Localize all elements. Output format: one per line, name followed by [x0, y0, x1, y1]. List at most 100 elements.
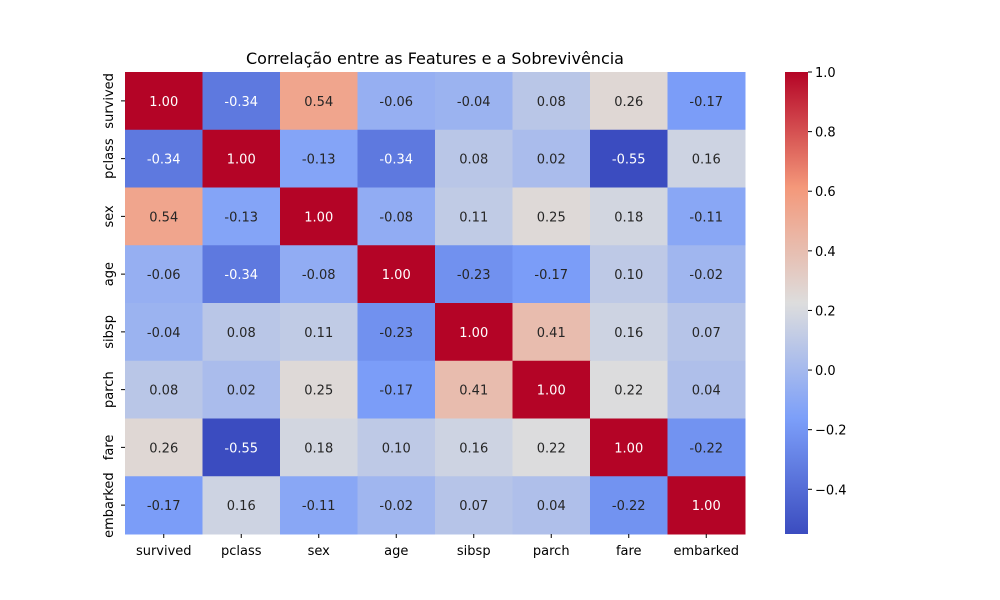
y-tick-label: fare: [102, 435, 117, 461]
cell-value-label: 0.18: [614, 210, 643, 225]
y-tick-label: pclass: [102, 138, 117, 179]
x-tick-label: sibsp: [457, 544, 491, 559]
heatmap-cell-fare-fare: [590, 418, 668, 477]
cell-value-label: -0.02: [379, 499, 413, 514]
cell-value-label: -0.17: [534, 268, 568, 283]
x-tick-label: embarked: [673, 544, 739, 559]
y-tick-label: embarked: [102, 472, 117, 538]
cell-value-label: -0.17: [147, 499, 181, 514]
heatmap-cell-sex-sex: [280, 187, 358, 246]
cell-value-label: 0.08: [537, 95, 566, 110]
cell-value-label: 0.07: [692, 326, 721, 341]
colorbar-tick-label: −0.2: [815, 424, 847, 439]
cell-value-label: 1.00: [537, 384, 566, 399]
heatmap-cell-embarked-parch: [512, 476, 591, 535]
heatmap-cell-sex-embarked: [667, 187, 746, 246]
heatmap-cell-sibsp-fare: [590, 303, 668, 362]
cell-value-label: -0.55: [612, 153, 646, 168]
heatmap-cell-parch-parch: [512, 360, 591, 419]
cell-value-label: -0.04: [457, 95, 491, 110]
cell-value-label: -0.34: [379, 153, 413, 168]
x-tick-label: fare: [616, 544, 642, 559]
heatmap-cell-embarked-age: [357, 476, 436, 535]
heatmap-cell-sex-parch: [512, 187, 591, 246]
colorbar-tick-label: 0.6: [815, 185, 836, 200]
heatmap-cell-sex-survived: [125, 187, 203, 246]
heatmap-cell-survived-parch: [512, 72, 591, 131]
heatmap-cell-age-sibsp: [435, 245, 513, 304]
heatmap-cell-survived-age: [357, 72, 436, 131]
cell-value-label: 0.04: [692, 384, 721, 399]
heatmap-cell-sibsp-age: [357, 303, 436, 362]
heatmap-cell-sibsp-embarked: [667, 303, 746, 362]
cell-value-label: -0.55: [224, 441, 258, 456]
heatmap-cell-fare-parch: [512, 418, 591, 477]
heatmap-cell-sibsp-parch: [512, 303, 591, 362]
colorbar-tick-label: 1.0: [815, 66, 836, 81]
cell-value-label: 0.08: [227, 326, 256, 341]
colorbar-tick-label: −0.4: [815, 483, 847, 498]
cell-value-label: -0.34: [224, 268, 258, 283]
cell-value-label: 0.02: [227, 384, 256, 399]
heatmap-cell-sibsp-survived: [125, 303, 203, 362]
heatmap-cell-age-age: [357, 245, 436, 304]
heatmap-cell-fare-survived: [125, 418, 203, 477]
cell-value-label: 1.00: [304, 210, 333, 225]
x-tick-label: sex: [308, 544, 331, 559]
cell-value-label: -0.02: [689, 268, 723, 283]
colorbar: −0.4 −0.2 0.0 0.2 0.4 0.6 0.8 1.0: [785, 66, 847, 534]
cell-value-label: -0.08: [379, 210, 413, 225]
heatmap-cell-fare-sibsp: [435, 418, 513, 477]
heatmap-cell-pclass-sibsp: [435, 129, 513, 188]
heatmap-cell-survived-fare: [590, 72, 668, 131]
heatmap-cell-survived-embarked: [667, 72, 746, 131]
chart-title: Correlação entre as Features e a Sobrevi…: [246, 49, 624, 68]
cell-value-label: 0.22: [537, 441, 566, 456]
x-tick-label: survived: [136, 544, 192, 559]
cell-value-label: 0.11: [459, 210, 488, 225]
cell-value-label: 1.00: [692, 499, 721, 514]
heatmap-cell-sex-fare: [590, 187, 668, 246]
y-tick-label: parch: [102, 371, 117, 408]
heatmap-cell-fare-sex: [280, 418, 358, 477]
cell-value-label: -0.11: [689, 210, 723, 225]
cell-value-label: 1.00: [382, 268, 411, 283]
heatmap-cell-age-sex: [280, 245, 358, 304]
cell-value-label: -0.34: [224, 95, 258, 110]
cell-value-label: -0.13: [302, 153, 336, 168]
cell-value-label: -0.17: [379, 384, 413, 399]
cell-value-label: 0.22: [614, 384, 643, 399]
heatmap-cell-survived-pclass: [202, 72, 281, 131]
cell-value-label: 0.04: [537, 499, 566, 514]
cell-value-label: 0.10: [382, 441, 411, 456]
cell-value-label: 0.25: [537, 210, 566, 225]
heatmap-cell-parch-sex: [280, 360, 358, 419]
heatmap-cell-sex-pclass: [202, 187, 281, 246]
cell-value-label: 1.00: [459, 326, 488, 341]
cell-value-label: -0.13: [224, 210, 258, 225]
heatmap-cell-pclass-fare: [590, 129, 668, 188]
heatmap-cell-pclass-pclass: [202, 129, 281, 188]
y-tick-label: sibsp: [102, 315, 117, 349]
cell-value-label: 1.00: [227, 153, 256, 168]
heatmap-cell-parch-age: [357, 360, 436, 419]
cell-value-label: 0.41: [537, 326, 566, 341]
colorbar-gradient: [785, 72, 808, 534]
y-axis: survived pclass sex age sibsp parch fare embark…: [102, 73, 125, 538]
heatmap-cell-pclass-parch: [512, 129, 591, 188]
y-tick-label: age: [102, 262, 117, 286]
heatmap-cell-fare-age: [357, 418, 436, 477]
cell-value-label: 1.00: [149, 95, 178, 110]
heatmap-cell-embarked-sibsp: [435, 476, 513, 535]
cell-value-label: 1.00: [614, 441, 643, 456]
heatmap-cell-embarked-embarked: [667, 476, 746, 535]
heatmap-cell-embarked-pclass: [202, 476, 281, 535]
heatmap-cell-parch-embarked: [667, 360, 746, 419]
cell-value-label: 0.16: [459, 441, 488, 456]
cell-value-label: 0.26: [614, 95, 643, 110]
heatmap-cell-sibsp-pclass: [202, 303, 281, 362]
cell-value-label: 0.41: [459, 384, 488, 399]
cell-value-label: 0.18: [304, 441, 333, 456]
cell-value-label: -0.06: [147, 268, 181, 283]
